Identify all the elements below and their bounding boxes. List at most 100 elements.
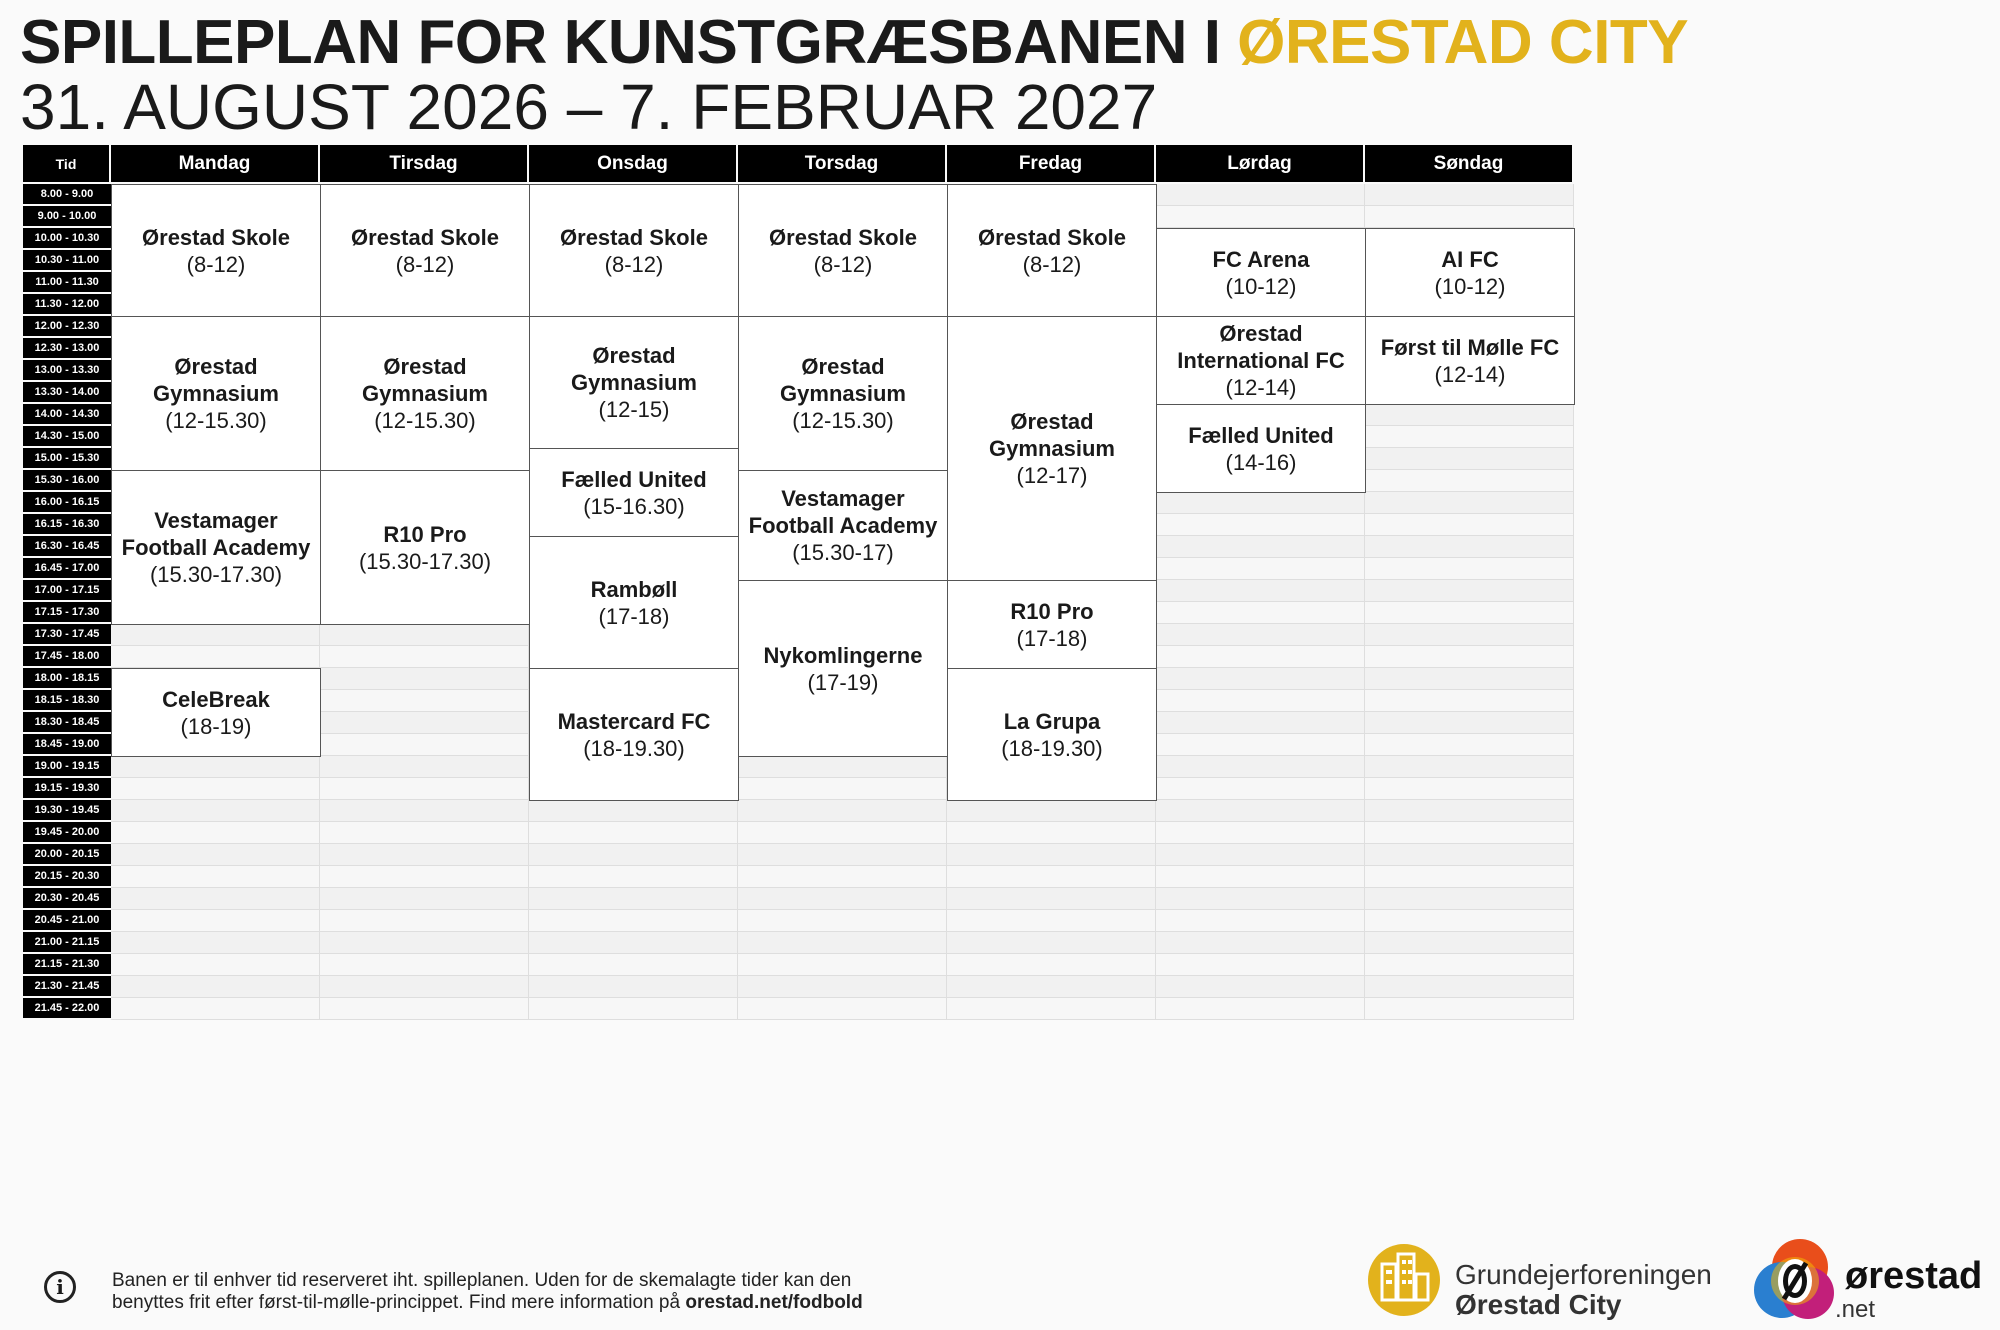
time-slot-label: 17.15 - 17.30 bbox=[23, 602, 111, 622]
empty-slot bbox=[1365, 910, 1574, 932]
booking-time-range: (15-16.30) bbox=[583, 493, 685, 519]
empty-slot bbox=[320, 646, 529, 668]
booking-block: Ørestad Skole (8-12) bbox=[947, 184, 1157, 317]
empty-slot bbox=[1156, 624, 1365, 646]
empty-slot bbox=[1365, 822, 1574, 844]
empty-slot bbox=[1365, 998, 1574, 1020]
empty-slot bbox=[947, 822, 1156, 844]
empty-slot bbox=[320, 866, 529, 888]
time-slot-label: 18.30 - 18.45 bbox=[23, 712, 111, 732]
empty-slot bbox=[1365, 954, 1574, 976]
time-slot-label: 17.45 - 18.00 bbox=[23, 646, 111, 666]
empty-slot bbox=[1365, 712, 1574, 734]
empty-slot bbox=[1365, 888, 1574, 910]
empty-slot bbox=[320, 690, 529, 712]
empty-slot bbox=[738, 800, 947, 822]
booking-block: Nykomlingerne (17-19) bbox=[738, 580, 948, 757]
empty-slot bbox=[111, 888, 320, 910]
empty-slot bbox=[1365, 206, 1574, 228]
time-slot-label: 20.45 - 21.00 bbox=[23, 910, 111, 930]
empty-slot bbox=[947, 844, 1156, 866]
page-subtitle: 31. AUGUST 2026 – 7. FEBRUAR 2027 bbox=[20, 71, 1158, 143]
time-slot-label: 13.00 - 13.30 bbox=[23, 360, 111, 380]
empty-slot bbox=[111, 624, 320, 646]
empty-slot bbox=[1156, 558, 1365, 580]
booking-time-range: (15.30-17.30) bbox=[358, 548, 492, 574]
booking-time-range: (8-12) bbox=[604, 251, 664, 277]
grundejerforeningen-logo-text: Grundejerforeningen Ørestad City bbox=[1455, 1260, 1712, 1320]
empty-slot bbox=[1365, 404, 1574, 426]
empty-slot bbox=[320, 910, 529, 932]
booking-time-range: (8-12) bbox=[186, 251, 246, 277]
footer-link[interactable]: orestad.net/fodbold bbox=[685, 1292, 863, 1313]
empty-slot bbox=[1156, 976, 1365, 998]
booking-team-name: Ørestad Skole bbox=[142, 224, 290, 250]
booking-team-name: Ørestad Skole bbox=[769, 224, 917, 250]
empty-slot bbox=[1365, 470, 1574, 492]
empty-slot bbox=[1156, 954, 1365, 976]
time-slot-label: 10.00 - 10.30 bbox=[23, 228, 111, 248]
booking-team-name: Ørestad International FC bbox=[1177, 321, 1345, 373]
booking-time-range: (10-12) bbox=[1225, 273, 1297, 299]
booking-team-name: Fælled United bbox=[1188, 422, 1334, 448]
empty-slot bbox=[738, 822, 947, 844]
footer-line-2-text: benyttes frit efter først-til-mølle-prin… bbox=[112, 1292, 686, 1313]
booking-time-range: (8-12) bbox=[1022, 251, 1082, 277]
booking-team-name: FC Arena bbox=[1212, 246, 1310, 272]
booking-block: Ørestad Gymnasium (12-17) bbox=[947, 316, 1157, 581]
booking-time-range: (8-12) bbox=[813, 251, 873, 277]
day-header: Lørdag bbox=[1156, 145, 1365, 182]
booking-block: Fælled United (14-16) bbox=[1156, 404, 1366, 493]
footer-note: Banen er til enhver tid reserveret iht. … bbox=[112, 1270, 1012, 1314]
time-slot-label: 18.45 - 19.00 bbox=[23, 734, 111, 754]
empty-slot bbox=[738, 866, 947, 888]
empty-slot bbox=[320, 800, 529, 822]
booking-team-name: Vestamager Football Academy bbox=[121, 508, 311, 560]
empty-slot bbox=[320, 756, 529, 778]
day-header: Mandag bbox=[111, 145, 320, 182]
empty-slot bbox=[1365, 492, 1574, 514]
empty-slot bbox=[320, 778, 529, 800]
empty-slot bbox=[1365, 558, 1574, 580]
time-slot-label: 13.30 - 14.00 bbox=[23, 382, 111, 402]
booking-time-range: (12-15.30) bbox=[165, 408, 267, 433]
empty-slot bbox=[1365, 580, 1574, 602]
empty-slot bbox=[529, 998, 738, 1020]
gf-line-1: Grundejerforeningen bbox=[1455, 1259, 1712, 1290]
empty-slot bbox=[111, 844, 320, 866]
empty-slot bbox=[1156, 844, 1365, 866]
booking-time-range: (12-15.30) bbox=[374, 408, 476, 433]
empty-slot bbox=[320, 932, 529, 954]
time-slot-label: 14.00 - 14.30 bbox=[23, 404, 111, 424]
booking-block: Ørestad Gymnasium (12-15.30) bbox=[111, 316, 321, 471]
empty-slot bbox=[947, 866, 1156, 888]
time-slot-label: 12.30 - 13.00 bbox=[23, 338, 111, 358]
empty-slot bbox=[1156, 668, 1365, 690]
empty-slot bbox=[1156, 910, 1365, 932]
booking-team-name: Ørestad Gymnasium bbox=[153, 354, 279, 406]
booking-time-range: (12-17) bbox=[1016, 463, 1088, 488]
time-slot-label: 17.30 - 17.45 bbox=[23, 624, 111, 644]
empty-slot bbox=[1365, 866, 1574, 888]
time-slot-label: 16.30 - 16.45 bbox=[23, 536, 111, 556]
empty-slot bbox=[1365, 756, 1574, 778]
booking-block: Mastercard FC (18-19.30) bbox=[529, 668, 739, 801]
empty-slot bbox=[529, 844, 738, 866]
empty-slot bbox=[320, 668, 529, 690]
time-slot-label: 20.00 - 20.15 bbox=[23, 844, 111, 864]
booking-time-range: (18-19) bbox=[180, 713, 252, 739]
booking-time-range: (17-19) bbox=[807, 669, 879, 695]
empty-slot bbox=[1365, 734, 1574, 756]
empty-slot bbox=[738, 844, 947, 866]
time-slot-label: 11.30 - 12.00 bbox=[23, 294, 111, 314]
empty-slot bbox=[1156, 602, 1365, 624]
info-icon: i bbox=[44, 1271, 76, 1303]
day-header: Tirsdag bbox=[320, 145, 529, 182]
empty-slot bbox=[1156, 888, 1365, 910]
empty-slot bbox=[1156, 712, 1365, 734]
booking-time-range: (18-19.30) bbox=[583, 735, 685, 761]
time-slot-label: 8.00 - 9.00 bbox=[23, 184, 111, 204]
empty-slot bbox=[111, 976, 320, 998]
empty-slot bbox=[111, 866, 320, 888]
time-slot-label: 21.00 - 21.15 bbox=[23, 932, 111, 952]
